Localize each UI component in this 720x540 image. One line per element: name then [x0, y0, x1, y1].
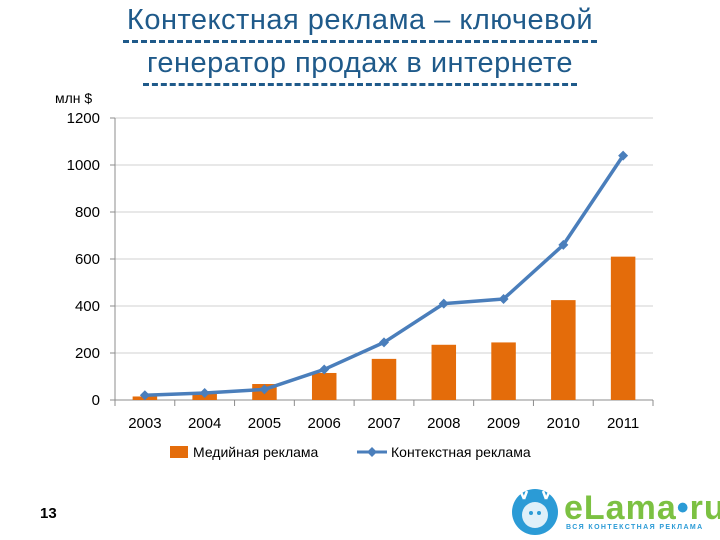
slide-title: Контекстная реклама – ключевой генератор…: [0, 0, 720, 86]
line-point: [139, 390, 150, 401]
legend: Медийная реклама Контекстная реклама: [170, 444, 531, 460]
y-tick-label: 1200: [67, 110, 100, 127]
x-axis-ticks: 2003 2004 2005 2006 2007 2008 2009 2010 2011: [114, 400, 654, 432]
bar: [610, 256, 636, 400]
x-tick-label: 2004: [188, 415, 221, 432]
bar-series: [132, 256, 636, 400]
y-tick-label: 0: [92, 392, 100, 409]
y-tick-label: 600: [75, 251, 100, 268]
bar: [431, 344, 457, 400]
line-point: [438, 298, 449, 309]
page-number: 13: [40, 505, 57, 522]
y-tick-label: 800: [75, 204, 100, 221]
logo-wordmark: eLama•ru: [564, 489, 720, 527]
line-point: [379, 337, 389, 348]
legend-swatch-bar: [170, 446, 188, 458]
line-point: [319, 364, 330, 375]
x-tick-label: 2011: [607, 415, 639, 432]
title-line-2: генератор продаж в интернете: [142, 44, 578, 86]
line-point: [199, 387, 210, 398]
legend-swatch-marker: [367, 447, 377, 457]
bar: [371, 358, 397, 400]
logo-tagline: ВСЯ КОНТЕКСТНАЯ РЕКЛАМА: [566, 524, 704, 531]
bar: [551, 300, 576, 400]
x-tick-label: 2010: [547, 415, 580, 432]
x-tick-label: 2006: [308, 415, 341, 432]
x-tick-label: 2007: [367, 415, 400, 432]
x-tick-label: 2005: [248, 415, 281, 432]
line-point: [259, 384, 270, 395]
y-axis-unit-label: млн $: [55, 90, 92, 106]
title-line-1: Контекстная реклама – ключевой: [122, 1, 598, 43]
y-tick-label: 400: [75, 298, 100, 315]
elama-logo: eLama•ru ВСЯ КОНТЕКСТНАЯ РЕКЛАМА: [510, 487, 720, 537]
y-tick-label: 1000: [67, 157, 100, 174]
line-point: [618, 150, 629, 161]
line-series: [139, 150, 629, 401]
x-tick-label: 2009: [487, 415, 520, 432]
x-tick-label: 2008: [427, 415, 460, 432]
x-tick-label: 2003: [128, 415, 161, 432]
line-point: [558, 239, 569, 250]
bar: [491, 342, 516, 400]
legend-label: Медийная реклама: [193, 444, 319, 460]
legend-label: Контекстная реклама: [391, 444, 531, 460]
bar: [311, 372, 337, 400]
line-point: [498, 293, 509, 304]
elama-mascot-icon: [512, 489, 558, 535]
y-tick-label: 200: [75, 345, 100, 362]
y-axis-ticks: 0 200 400 600 800 1000 1200: [67, 110, 115, 409]
